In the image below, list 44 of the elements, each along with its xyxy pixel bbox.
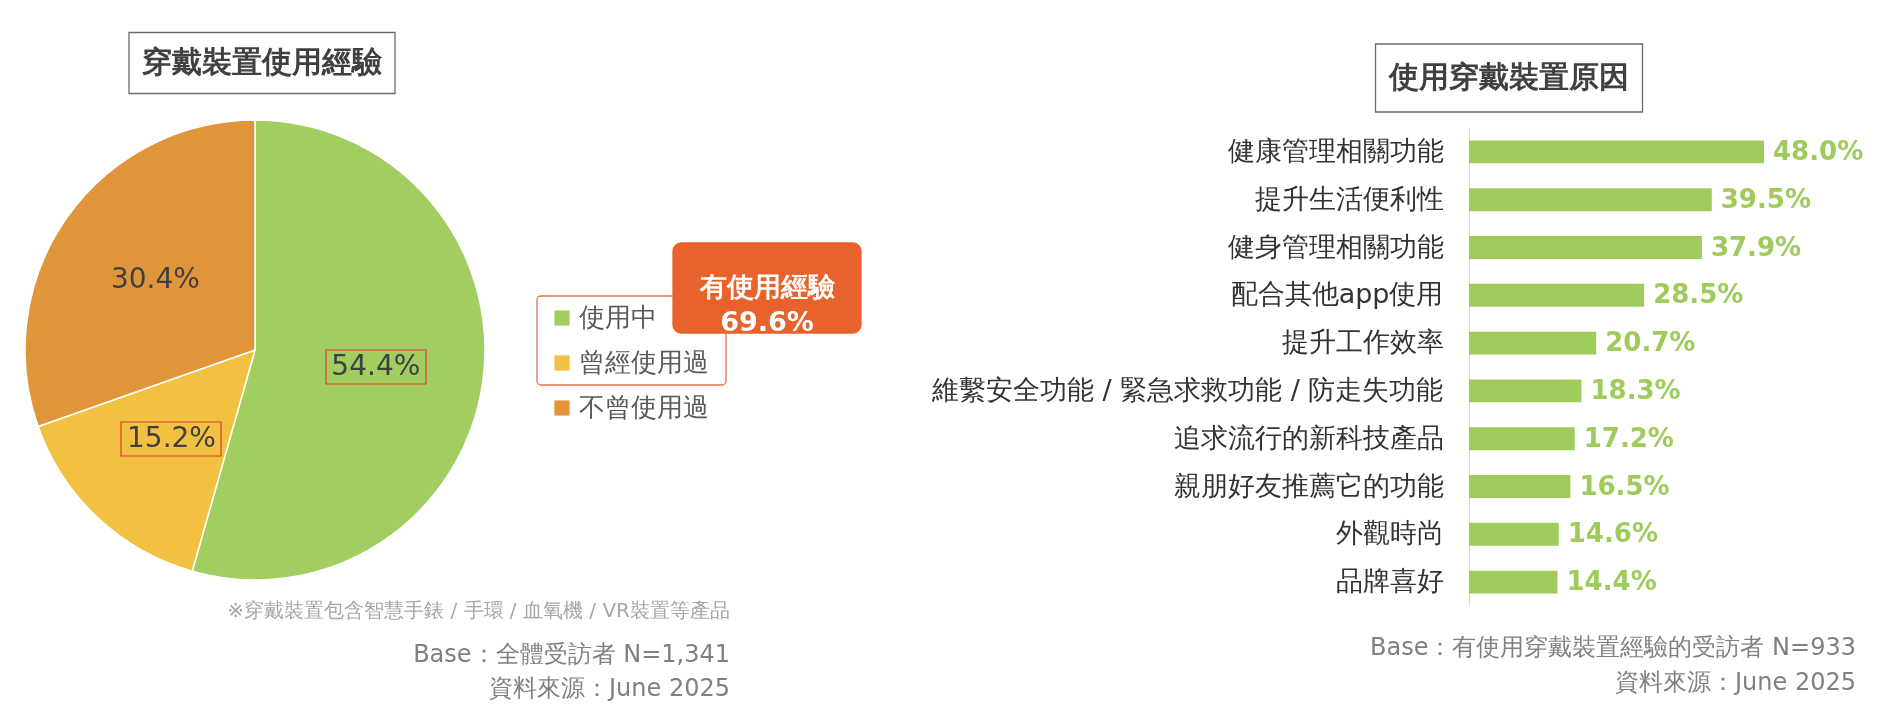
data-label: 14.6% xyxy=(1567,518,1658,549)
bar xyxy=(1469,283,1645,307)
bar xyxy=(1469,331,1597,355)
data-label: 20.7% xyxy=(1605,327,1696,358)
legend-label: 不曾使用過 xyxy=(579,392,709,422)
y-tick-label: 外觀時尚 xyxy=(1335,517,1444,549)
chart-title: 穿戴裝置使用經驗 xyxy=(142,44,383,79)
source-note: 資料來源：June 2025 xyxy=(489,674,730,702)
data-label: 39.5% xyxy=(1720,183,1811,214)
bar xyxy=(1469,427,1575,451)
chart-title: 使用穿戴裝置原因 xyxy=(1388,59,1629,94)
source-note: 資料來源：June 2025 xyxy=(1615,668,1856,696)
y-tick-label: 維繫安全功能 / 緊急求救功能 / 防走失功能 xyxy=(930,373,1444,405)
data-label: 28.5% xyxy=(1653,279,1744,310)
bar xyxy=(1469,236,1702,259)
y-tick-label: 配合其他app使用 xyxy=(1230,278,1444,310)
text: Base：有使用穿戴裝置經驗的受訪者 N=933 xyxy=(1370,633,1856,661)
y-tick-label: 品牌喜好 xyxy=(1335,565,1444,597)
data-label: 15.2% xyxy=(127,420,216,454)
legend-label: 使用中 xyxy=(579,302,657,332)
data-label: 16.5% xyxy=(1579,470,1670,501)
data-label: 30.4% xyxy=(110,261,200,295)
y-tick-label: 健康管理相關功能 xyxy=(1227,134,1444,166)
bar xyxy=(1469,379,1582,403)
data-label: 37.9% xyxy=(1710,231,1802,262)
data-label: 14.4% xyxy=(1566,566,1657,597)
data-label: 17.2% xyxy=(1583,422,1674,453)
y-tick-label: 親朋好友推薦它的功能 xyxy=(1173,469,1444,501)
bar xyxy=(1469,475,1571,498)
text: Base：全體受訪者 N=1,341 xyxy=(413,640,730,668)
data-label: 48.0% xyxy=(1773,135,1864,166)
y-tick-label: 健身管理相關功能 xyxy=(1227,230,1444,262)
data-label: 18.3% xyxy=(1590,374,1681,405)
text: ※穿戴裝置包含智慧手錶 / 手環 / 血氧機 / VR裝置等產品 xyxy=(227,598,730,622)
bar xyxy=(1469,522,1559,546)
y-tick-label: 追求流行的新科技產品 xyxy=(1173,421,1444,453)
bar xyxy=(1469,140,1764,164)
bar xyxy=(1469,188,1712,212)
y-tick-label: 提升生活便利性 xyxy=(1254,182,1444,214)
text: 有使用經驗 69.6% xyxy=(698,271,836,337)
legend-label: 曾經使用過 xyxy=(579,347,709,377)
data-label: 54.4% xyxy=(331,348,421,382)
y-tick-label: 提升工作效率 xyxy=(1281,326,1444,358)
bar xyxy=(1469,570,1558,594)
